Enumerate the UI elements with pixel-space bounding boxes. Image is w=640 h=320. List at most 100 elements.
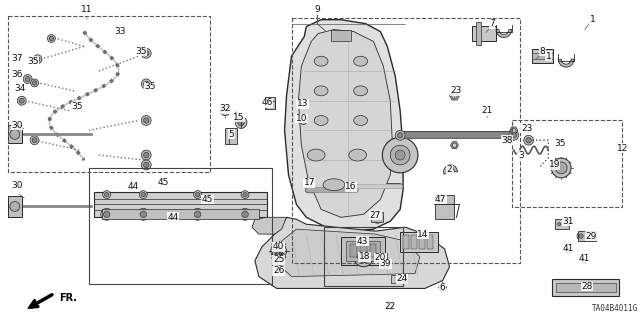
Circle shape	[143, 162, 149, 168]
Circle shape	[239, 208, 251, 220]
Circle shape	[381, 260, 389, 268]
Text: 29: 29	[585, 232, 596, 241]
Circle shape	[271, 243, 287, 259]
Text: 9: 9	[314, 5, 320, 14]
Polygon shape	[298, 29, 392, 217]
Circle shape	[511, 132, 516, 138]
Text: 3: 3	[518, 150, 524, 160]
Circle shape	[383, 261, 387, 266]
Circle shape	[47, 35, 55, 43]
Circle shape	[371, 212, 383, 223]
Bar	[346, 241, 380, 261]
Circle shape	[191, 208, 204, 220]
Text: 6: 6	[440, 283, 445, 292]
Circle shape	[103, 191, 111, 198]
Text: 5: 5	[228, 130, 234, 139]
Circle shape	[195, 211, 201, 218]
Circle shape	[195, 192, 200, 197]
Polygon shape	[278, 266, 285, 271]
Circle shape	[141, 150, 151, 160]
Text: 34: 34	[14, 84, 26, 93]
Bar	[427, 235, 433, 249]
Circle shape	[556, 162, 567, 174]
Circle shape	[104, 192, 109, 197]
Circle shape	[138, 208, 149, 220]
Circle shape	[23, 75, 32, 84]
Text: 1: 1	[545, 52, 551, 61]
Circle shape	[556, 221, 562, 227]
Ellipse shape	[354, 56, 367, 66]
Circle shape	[31, 79, 38, 87]
Circle shape	[382, 137, 418, 173]
Circle shape	[396, 150, 405, 160]
Circle shape	[280, 267, 284, 270]
Text: 36: 36	[11, 69, 22, 78]
Circle shape	[241, 191, 249, 198]
Circle shape	[30, 136, 39, 145]
Text: 25: 25	[273, 255, 284, 264]
Text: 43: 43	[357, 236, 368, 245]
Polygon shape	[582, 258, 588, 263]
Text: 35: 35	[71, 102, 83, 111]
Ellipse shape	[307, 149, 325, 161]
Text: 31: 31	[563, 217, 574, 226]
Bar	[400, 232, 438, 252]
Circle shape	[511, 128, 516, 132]
Circle shape	[243, 192, 247, 197]
Text: 26: 26	[273, 266, 284, 275]
Circle shape	[104, 211, 110, 218]
Polygon shape	[387, 303, 394, 310]
Circle shape	[141, 192, 145, 197]
Bar	[341, 237, 385, 265]
Text: 1: 1	[590, 15, 596, 24]
Polygon shape	[275, 229, 420, 276]
Text: 35: 35	[27, 57, 38, 66]
Ellipse shape	[354, 86, 367, 96]
Bar	[331, 29, 351, 41]
Circle shape	[143, 81, 149, 87]
Circle shape	[579, 234, 583, 238]
Text: 32: 32	[220, 104, 231, 113]
Circle shape	[390, 145, 410, 165]
Circle shape	[452, 93, 457, 99]
Circle shape	[577, 232, 585, 240]
Circle shape	[10, 129, 20, 139]
Circle shape	[397, 132, 403, 138]
Bar	[476, 22, 481, 45]
Circle shape	[194, 191, 202, 198]
Circle shape	[358, 251, 369, 263]
Bar	[376, 253, 387, 261]
Circle shape	[388, 304, 392, 308]
Text: 44: 44	[128, 182, 139, 191]
Circle shape	[551, 158, 571, 178]
Polygon shape	[510, 127, 518, 134]
Circle shape	[566, 249, 570, 252]
Bar	[89, 168, 272, 284]
Circle shape	[452, 143, 457, 147]
Polygon shape	[565, 248, 571, 253]
Circle shape	[235, 116, 247, 128]
Ellipse shape	[314, 116, 328, 125]
Circle shape	[100, 208, 113, 220]
Bar	[532, 53, 554, 59]
Ellipse shape	[314, 86, 328, 96]
Bar	[225, 128, 237, 144]
Text: 15: 15	[234, 113, 245, 122]
Text: 23: 23	[451, 86, 462, 95]
Text: 45: 45	[202, 195, 213, 204]
Bar	[8, 125, 22, 143]
Text: 24: 24	[397, 274, 408, 283]
Text: 11: 11	[81, 5, 93, 14]
Circle shape	[524, 135, 534, 145]
Polygon shape	[278, 253, 285, 260]
Ellipse shape	[323, 179, 345, 191]
Wedge shape	[496, 29, 512, 37]
Circle shape	[440, 285, 445, 290]
Wedge shape	[558, 59, 574, 67]
Bar	[324, 227, 403, 286]
Text: 10: 10	[296, 114, 307, 123]
Text: 35: 35	[145, 82, 156, 92]
Circle shape	[275, 246, 283, 255]
Bar	[556, 283, 616, 292]
Text: 22: 22	[385, 302, 396, 311]
